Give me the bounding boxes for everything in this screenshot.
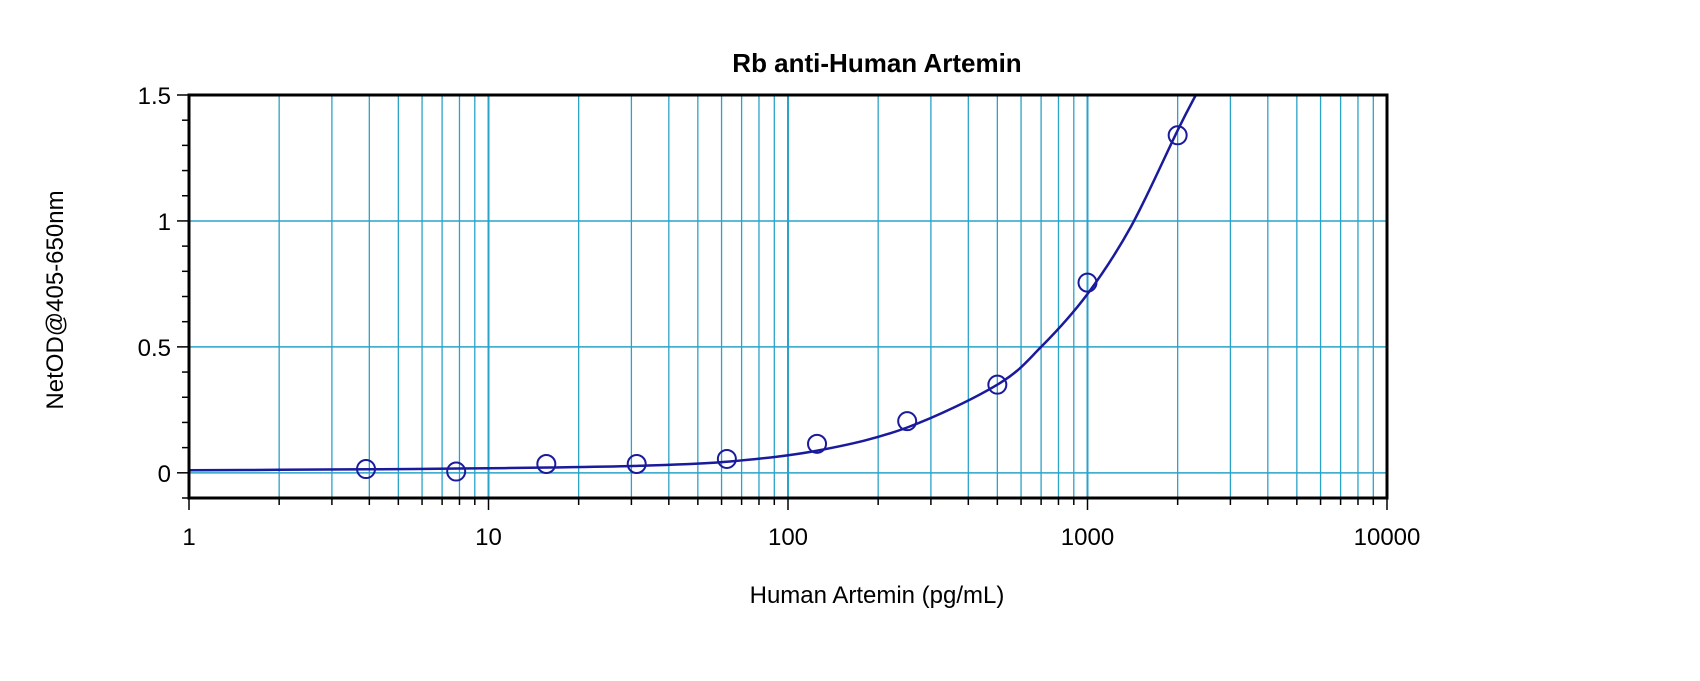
x-tick-label: 1 (182, 524, 195, 551)
minor-ticks (177, 94, 1388, 510)
y-tick-label: 1.5 (138, 83, 171, 110)
data-point (807, 433, 828, 454)
data-point (716, 448, 737, 469)
x-tick-label: 100 (768, 524, 808, 551)
x-tick-label: 1000 (1061, 524, 1114, 551)
data-point (446, 461, 467, 482)
plot-frame (187, 93, 1389, 500)
data-points (356, 125, 1188, 482)
y-tick-labels: 0 0.5 1 1.5 (138, 83, 171, 488)
y-tick-label: 0.5 (138, 335, 171, 362)
chart-title: Rb anti-Human Artemin (732, 48, 1021, 78)
data-point (536, 453, 557, 474)
y-tick-label: 0 (158, 461, 171, 488)
data-point (626, 453, 647, 474)
data-point (1167, 125, 1188, 146)
x-tick-labels: 1 10 100 1000 10000 (182, 524, 1420, 551)
y-axis-label: NetOD@405-650nm (42, 190, 69, 409)
data-point (356, 459, 377, 480)
fit-curve (189, 95, 1197, 472)
x-tick-label: 10 (475, 524, 502, 551)
x-tick-label: 10000 (1354, 524, 1421, 551)
x-axis-label: Human Artemin (pg/mL) (750, 582, 1005, 609)
y-tick-label: 1 (158, 209, 171, 236)
grid (189, 95, 1387, 498)
fit-curve-layer (189, 95, 1197, 472)
data-point (897, 411, 918, 432)
data-point (1077, 272, 1098, 293)
data-point (987, 374, 1008, 395)
